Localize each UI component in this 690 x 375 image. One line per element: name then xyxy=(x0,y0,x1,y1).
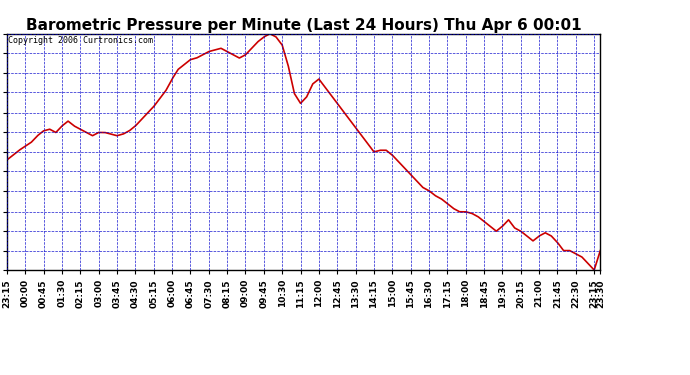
Title: Barometric Pressure per Minute (Last 24 Hours) Thu Apr 6 00:01: Barometric Pressure per Minute (Last 24 … xyxy=(26,18,582,33)
Text: Copyright 2006 Curtronics.com: Copyright 2006 Curtronics.com xyxy=(8,36,153,45)
